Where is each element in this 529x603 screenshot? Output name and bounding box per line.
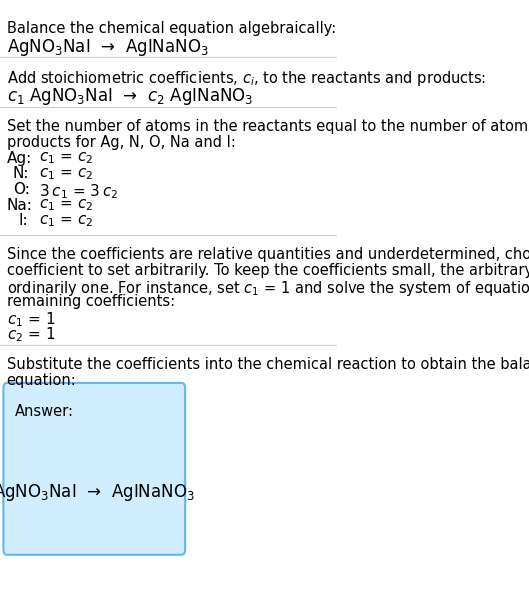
Text: 3 $c_1$ = 3 $c_2$: 3 $c_1$ = 3 $c_2$ (39, 182, 118, 201)
Text: $c_1$ = $c_2$: $c_1$ = $c_2$ (39, 151, 93, 166)
Text: $c_1$ = $c_2$: $c_1$ = $c_2$ (39, 198, 93, 213)
Text: Balance the chemical equation algebraically:: Balance the chemical equation algebraica… (7, 21, 336, 36)
Text: Add stoichiometric coefficients, $c_i$, to the reactants and products:: Add stoichiometric coefficients, $c_i$, … (7, 69, 486, 89)
Text: $c_1$ = 1: $c_1$ = 1 (7, 310, 55, 329)
Text: I:: I: (18, 213, 28, 229)
Text: Answer:: Answer: (15, 404, 74, 419)
Text: AgNO$_3$NaI  →  AgINaNO$_3$: AgNO$_3$NaI → AgINaNO$_3$ (0, 482, 195, 504)
FancyBboxPatch shape (3, 383, 185, 555)
Text: $c_1$ = $c_2$: $c_1$ = $c_2$ (39, 166, 93, 182)
Text: remaining coefficients:: remaining coefficients: (7, 294, 175, 309)
Text: O:: O: (13, 182, 30, 197)
Text: Ag:: Ag: (7, 151, 32, 166)
Text: AgNO$_3$NaI  →  AgINaNO$_3$: AgNO$_3$NaI → AgINaNO$_3$ (7, 37, 208, 58)
Text: ordinarily one. For instance, set $c_1$ = 1 and solve the system of equations fo: ordinarily one. For instance, set $c_1$ … (7, 279, 529, 298)
Text: products for Ag, N, O, Na and I:: products for Ag, N, O, Na and I: (7, 135, 235, 150)
Text: coefficient to set arbitrarily. To keep the coefficients small, the arbitrary va: coefficient to set arbitrarily. To keep … (7, 263, 529, 278)
Text: Since the coefficients are relative quantities and underdetermined, choose a: Since the coefficients are relative quan… (7, 247, 529, 262)
Text: N:: N: (13, 166, 29, 182)
Text: Substitute the coefficients into the chemical reaction to obtain the balanced: Substitute the coefficients into the che… (7, 357, 529, 372)
Text: Na:: Na: (7, 198, 33, 213)
Text: Set the number of atoms in the reactants equal to the number of atoms in the: Set the number of atoms in the reactants… (7, 119, 529, 134)
Text: $c_2$ = 1: $c_2$ = 1 (7, 326, 55, 344)
Text: $c_1$ AgNO$_3$NaI  →  $c_2$ AgINaNO$_3$: $c_1$ AgNO$_3$NaI → $c_2$ AgINaNO$_3$ (7, 86, 253, 107)
Text: equation:: equation: (7, 373, 77, 388)
Text: $c_1$ = $c_2$: $c_1$ = $c_2$ (39, 213, 93, 229)
